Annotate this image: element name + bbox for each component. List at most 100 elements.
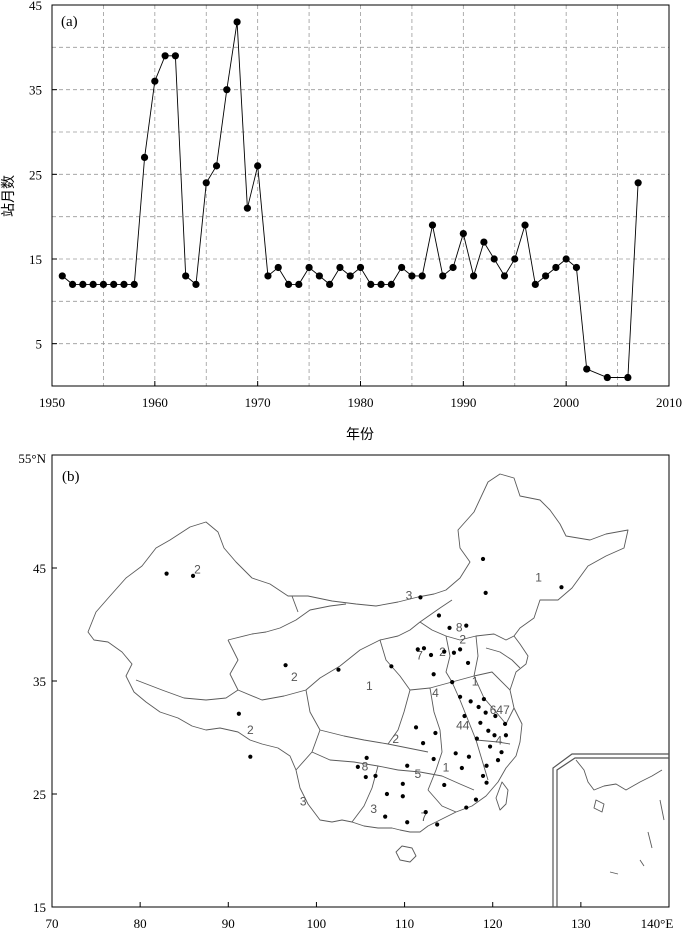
- station-dot: [480, 556, 486, 562]
- data-point: [346, 272, 354, 280]
- station-dot: [418, 595, 423, 600]
- region-count: 1: [535, 571, 542, 585]
- region-count: 2: [392, 732, 399, 746]
- data-point: [572, 263, 581, 272]
- x-tick-label: 1970: [245, 395, 271, 410]
- data-point: [521, 221, 529, 229]
- data-point: [89, 280, 97, 288]
- data-point: [490, 255, 498, 263]
- series-polyline: [62, 21, 639, 378]
- lon-tick-label: 140°E: [641, 916, 674, 931]
- data-point: [161, 52, 169, 60]
- data-point: [243, 204, 251, 212]
- station-dot: [484, 780, 489, 785]
- data-point: [68, 280, 77, 288]
- station-dot: [405, 763, 410, 768]
- station-dot: [473, 797, 479, 802]
- station-dot: [462, 713, 467, 719]
- data-point: [223, 86, 231, 94]
- data-point: [202, 179, 210, 187]
- inset-frame: [556, 757, 669, 907]
- station-dot: [236, 711, 241, 716]
- station-dot: [405, 820, 410, 825]
- region-count: 4: [496, 733, 503, 747]
- data-point: [336, 263, 344, 272]
- panel-label-a: (a): [61, 14, 78, 30]
- station-dot: [415, 647, 420, 652]
- station-dot: [453, 751, 458, 756]
- province-border: [351, 739, 511, 823]
- station-dot: [355, 764, 360, 769]
- y-tick-label: 5: [36, 337, 43, 352]
- station-dot: [481, 696, 486, 702]
- lat-tick-label: 55°N: [18, 451, 46, 466]
- data-point: [542, 272, 550, 280]
- station-dot: [493, 713, 498, 719]
- data-point: [428, 221, 437, 229]
- station-points: [164, 556, 564, 827]
- station-dot: [364, 755, 369, 760]
- data-point: [326, 280, 334, 288]
- station-dot: [421, 646, 427, 651]
- region-count: 3: [300, 794, 307, 808]
- data-point: [58, 272, 66, 280]
- station-dot: [400, 794, 405, 799]
- data-point: [418, 272, 426, 280]
- station-dot: [480, 773, 486, 779]
- station-dot: [492, 733, 497, 738]
- x-tick-label: 2000: [553, 395, 579, 410]
- station-dot: [423, 809, 428, 815]
- province-border: [419, 621, 515, 683]
- data-point: [470, 272, 478, 280]
- station-dot: [503, 733, 509, 738]
- station-dot: [248, 754, 253, 759]
- data-point: [562, 255, 570, 263]
- coast-detail: [485, 647, 521, 669]
- region-count-labels: 2312141225133722874464748: [194, 563, 542, 824]
- lat-tick-label: 45: [33, 561, 46, 576]
- data-point: [552, 263, 560, 272]
- data-point: [398, 263, 406, 272]
- data-point: [254, 162, 262, 170]
- data-point: [171, 52, 179, 60]
- south-china-sea-inset: [552, 753, 669, 907]
- data-point: [233, 18, 241, 26]
- data-point: [439, 272, 447, 280]
- inset-island: [593, 799, 605, 813]
- region-count: 4: [432, 686, 439, 700]
- china-outline: [87, 473, 629, 863]
- series-points: [58, 18, 642, 382]
- lon-tick-label: 100: [307, 916, 327, 931]
- station-dot: [474, 736, 479, 741]
- data-point: [264, 272, 272, 280]
- station-dot: [484, 763, 489, 768]
- region-count: 5: [414, 767, 421, 781]
- data-point: [531, 280, 539, 288]
- region-count: 8: [456, 620, 463, 634]
- y-tick-labels: 5 15 25 35 45: [29, 0, 57, 352]
- data-point: [356, 263, 365, 272]
- station-dot: [190, 573, 196, 579]
- national-border: [87, 473, 629, 833]
- station-dot: [451, 650, 457, 655]
- y-tick-label: 15: [29, 252, 42, 267]
- station-dot: [486, 728, 491, 733]
- station-dot: [442, 649, 447, 654]
- station-dot: [400, 781, 405, 786]
- x-tick-label: 1990: [450, 395, 476, 410]
- inset-coastline: [575, 759, 663, 791]
- inset-frame: [552, 753, 669, 907]
- province-border: [227, 595, 347, 641]
- station-dot: [420, 741, 426, 746]
- data-point: [459, 230, 467, 238]
- station-dot: [442, 782, 447, 788]
- x-tick-label: 1960: [142, 395, 168, 410]
- data-point: [500, 272, 509, 280]
- lon-tick-label: 90: [222, 916, 235, 931]
- station-dot: [428, 652, 434, 658]
- data-point: [120, 280, 128, 288]
- station-dot: [476, 704, 481, 710]
- station-dot: [464, 623, 469, 628]
- lat-tick-label: 15: [33, 900, 46, 915]
- station-dot: [436, 613, 442, 618]
